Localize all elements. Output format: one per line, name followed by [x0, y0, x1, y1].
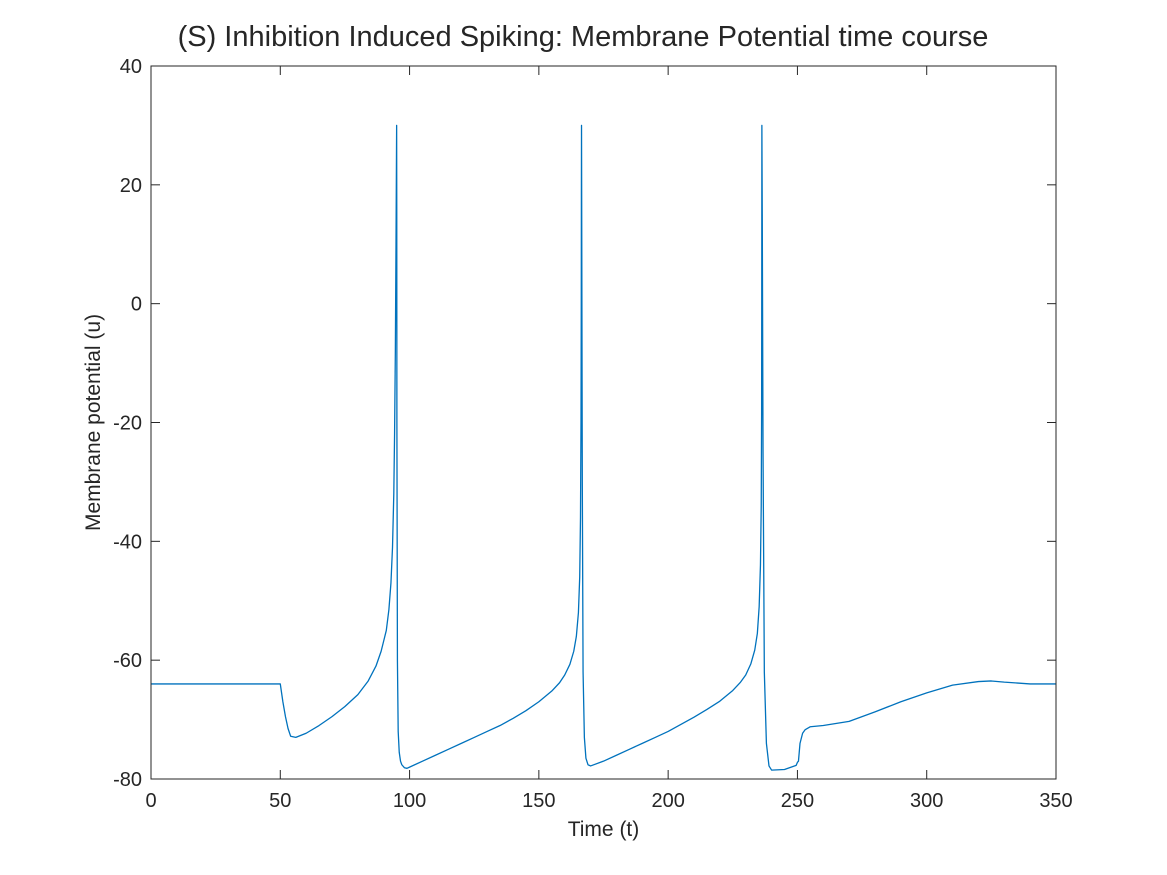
x-tick-label: 350 [1039, 790, 1072, 812]
y-tick-label: -20 [113, 413, 142, 435]
x-tick-label: 50 [269, 790, 291, 812]
y-axis-label: Membrane potential (u) [82, 314, 105, 531]
x-tick-label: 150 [522, 790, 555, 812]
series-line [151, 124, 1056, 771]
x-tick-label: 200 [651, 790, 684, 812]
axes-box [150, 65, 1057, 780]
x-tick-label: 250 [781, 790, 814, 812]
y-tick-label: 20 [120, 175, 142, 197]
x-axis-label: Time (t) [568, 818, 640, 841]
y-tick-label: 40 [120, 56, 142, 78]
y-tick-label: -60 [113, 650, 142, 672]
y-tick-label: 0 [131, 294, 142, 316]
chart-title: (S) Inhibition Induced Spiking: Membrane… [178, 21, 989, 53]
y-tick-label: -40 [113, 531, 142, 553]
x-tick-label: 0 [145, 790, 156, 812]
x-tick-label: 100 [393, 790, 426, 812]
y-tick-label: -80 [113, 769, 142, 791]
plot-area [151, 124, 1056, 771]
x-tick-label: 300 [910, 790, 943, 812]
axis-ticks: 0 50 100 150 200 250 300 350 -80 -60 -40 -20 0 20 40 [113, 56, 1073, 812]
